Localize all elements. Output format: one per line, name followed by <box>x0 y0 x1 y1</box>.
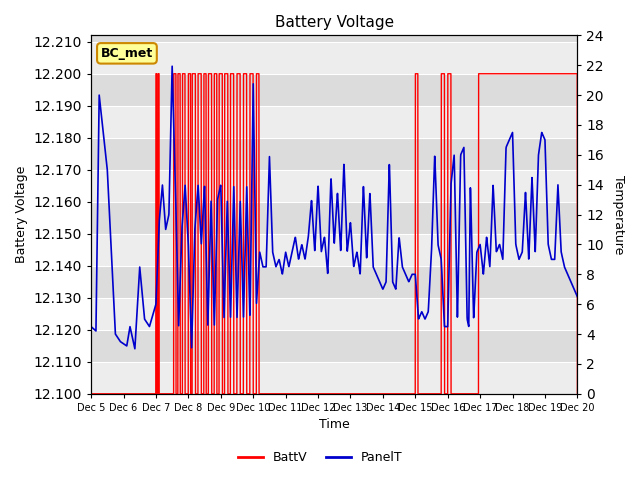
Bar <box>91 170 577 202</box>
Title: Battery Voltage: Battery Voltage <box>275 15 394 30</box>
X-axis label: Time: Time <box>319 419 349 432</box>
Y-axis label: Battery Voltage: Battery Voltage <box>15 166 28 263</box>
Legend: BattV, PanelT: BattV, PanelT <box>232 446 408 469</box>
Bar <box>91 106 577 138</box>
Y-axis label: Temperature: Temperature <box>612 175 625 254</box>
Bar <box>91 298 577 330</box>
Bar <box>91 42 577 74</box>
Bar <box>91 234 577 266</box>
Bar <box>91 362 577 394</box>
Text: BC_met: BC_met <box>101 47 153 60</box>
